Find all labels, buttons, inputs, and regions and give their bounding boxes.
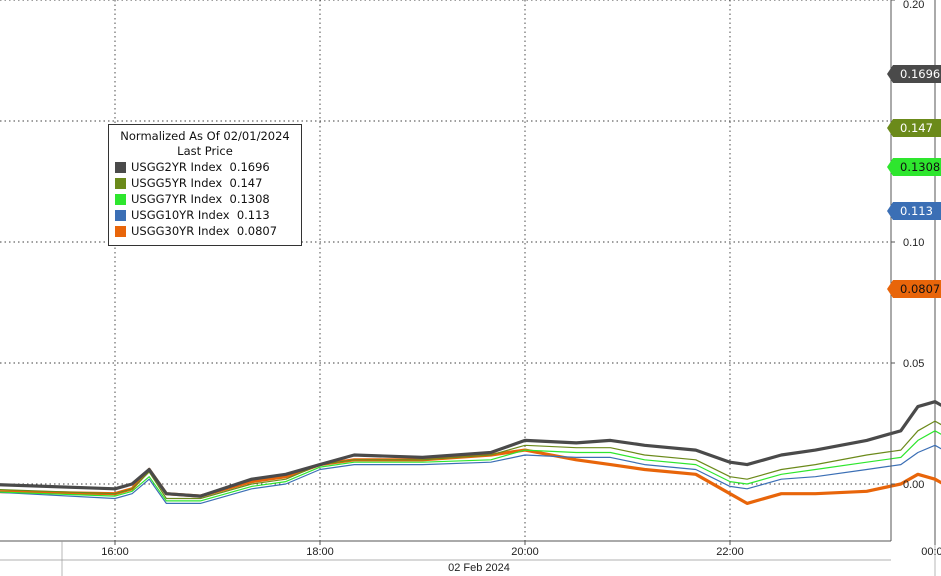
series-line bbox=[0, 448, 941, 505]
x-tick-label: 18:00 bbox=[306, 546, 334, 558]
x-tick-label: 16:00 bbox=[101, 546, 129, 558]
legend-title: Normalized As Of 02/01/2024 bbox=[120, 129, 290, 143]
last-value-tag: 0.147 bbox=[887, 119, 941, 137]
last-value-tag: 0.113 bbox=[887, 201, 941, 220]
last-value-tag: 0.1308 bbox=[887, 158, 941, 176]
chart-series-group bbox=[0, 400, 941, 505]
legend-swatch bbox=[115, 161, 126, 173]
last-value-tag: 0.0807 bbox=[887, 279, 941, 298]
last-value-tag: 0.1696 bbox=[887, 64, 941, 83]
legend-entry: USGG2YR Index 0.1696 bbox=[115, 159, 295, 175]
legend-subtitle: Last Price bbox=[177, 144, 233, 158]
legend-entry-label: USGG30YR Index 0.0807 bbox=[131, 224, 278, 238]
legend-swatch bbox=[115, 209, 126, 221]
y-tick-label: 0.00 bbox=[903, 479, 924, 491]
legend-swatch bbox=[115, 177, 126, 189]
legend-entry-label: USGG7YR Index 0.1308 bbox=[131, 192, 270, 206]
y-tick-label: 0.05 bbox=[903, 358, 924, 370]
legend-entry-label: USGG2YR Index 0.1696 bbox=[131, 160, 270, 174]
legend-entry: USGG30YR Index 0.0807 bbox=[115, 223, 295, 239]
series-line bbox=[0, 400, 941, 498]
x-tick-label: 22:00 bbox=[716, 546, 744, 558]
y-tick-label: 0.20 bbox=[903, 0, 924, 11]
legend-swatch bbox=[115, 193, 126, 205]
x-tick-label: 20:00 bbox=[511, 546, 539, 558]
series-line bbox=[0, 430, 941, 502]
chart-legend: Normalized As Of 02/01/2024 Last Price U… bbox=[108, 124, 302, 246]
series-line bbox=[0, 444, 941, 504]
x-tick-label: 00:00 bbox=[921, 546, 941, 558]
legend-entry: USGG7YR Index 0.1308 bbox=[115, 191, 295, 207]
legend-entry-label: USGG5YR Index 0.147 bbox=[131, 176, 263, 190]
legend-swatch bbox=[115, 225, 126, 237]
legend-entry: USGG10YR Index 0.113 bbox=[115, 207, 295, 223]
y-tick-label: 0.10 bbox=[903, 237, 924, 249]
series-line bbox=[0, 420, 941, 500]
legend-entry: USGG5YR Index 0.147 bbox=[115, 175, 295, 191]
legend-entry-label: USGG10YR Index 0.113 bbox=[131, 208, 270, 222]
chart-gridlines bbox=[0, 0, 936, 541]
x-axis-date-label: 02 Feb 2024 bbox=[448, 562, 510, 574]
